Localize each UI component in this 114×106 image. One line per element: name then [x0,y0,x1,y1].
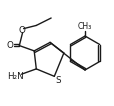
Text: S: S [55,76,61,85]
Text: H₂N: H₂N [7,72,23,81]
Text: CH₃: CH₃ [77,22,91,31]
Text: O: O [6,41,13,50]
Text: O: O [18,26,25,35]
